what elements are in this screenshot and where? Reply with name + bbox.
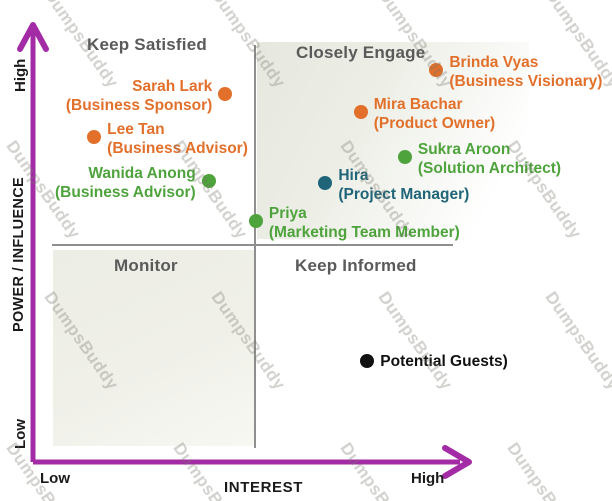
stakeholder-point-dot (360, 354, 375, 369)
stakeholder-name: Mira Bachar (373, 95, 463, 113)
quadrant-divider-vertical (254, 45, 256, 448)
stakeholder-role: (Business Advisor) (55, 184, 196, 201)
stakeholder-role: (Product Owner) (373, 114, 496, 132)
bottom-left-quadrant-shading (53, 250, 254, 446)
quadrant-divider-horizontal (52, 244, 453, 246)
x-axis-high-label: High (411, 470, 445, 487)
stakeholder-label: Sarah Lark (Business Sponsor) (66, 77, 212, 115)
stakeholder-name: Potential Guests) (380, 353, 508, 371)
y-axis-low-label: Low (12, 419, 29, 449)
interest-axis-arrowhead-icon (442, 445, 472, 479)
stakeholder-point-dot (87, 129, 102, 144)
stakeholder-label: Wanida Anong (Business Advisor) (55, 164, 196, 202)
power-axis-arrowhead-icon (17, 22, 49, 52)
stakeholder-role: (Business Sponsor) (65, 97, 213, 115)
stakeholder-role: (Project Manager) (338, 185, 470, 203)
stakeholder-label: Potential Guests) (380, 352, 507, 371)
stakeholder-point-dot (248, 214, 263, 229)
stakeholder-role: (Marketing Team Member) (268, 224, 460, 242)
stakeholder-point-dot (318, 175, 333, 190)
stakeholder-name: Sukra Aroon (417, 141, 511, 159)
stakeholder-name: Wanida Anong (88, 165, 196, 182)
stakeholder-label: Mira Bachar (Product Owner) (374, 95, 495, 133)
stakeholder-point-dot (429, 63, 444, 77)
stakeholder-label: Brinda Vyas (Business Visionary) (449, 53, 602, 91)
stakeholder-point-dot (201, 174, 216, 188)
stakeholder-label: Priya (Marketing Team Member) (269, 204, 460, 242)
stakeholder-name: Hira (338, 166, 369, 184)
stakeholder-label: Hira (Project Manager) (338, 166, 469, 204)
quadrant-label-keep-satisfied: Keep Satisfied (87, 35, 207, 54)
y-axis-high-label: High (12, 58, 29, 92)
stakeholder-name: Sarah Lark (132, 78, 213, 96)
top-right-quadrant-shading (257, 42, 529, 239)
stakeholder-role: (Business Visionary) (449, 73, 603, 90)
quadrant-label-keep-informed: Keep Informed (295, 256, 417, 275)
quadrant-label-monitor: Monitor (114, 256, 178, 275)
stakeholder-point-dot (397, 150, 412, 165)
stakeholder-point-dot (218, 87, 233, 102)
stakeholder-role: (Solution Architect) (417, 160, 562, 178)
stakeholder-name: Brinda Vyas (449, 54, 539, 71)
stakeholder-point-dot (353, 104, 368, 119)
stakeholder-label: Lee Tan (Business Advisor) (107, 120, 248, 158)
x-axis-low-label: Low (40, 470, 70, 487)
stakeholder-label: Sukra Aroon (Solution Architect) (418, 140, 561, 178)
stakeholder-name: Lee Tan (107, 120, 165, 138)
x-axis-title: INTEREST (224, 479, 303, 496)
quadrant-label-closely-engage: Closely Engage (296, 43, 426, 62)
y-axis-title: POWER / INFLUENCE (11, 177, 27, 332)
stakeholder-role: (Business Advisor) (107, 139, 248, 157)
stakeholder-name: Priya (268, 205, 307, 223)
